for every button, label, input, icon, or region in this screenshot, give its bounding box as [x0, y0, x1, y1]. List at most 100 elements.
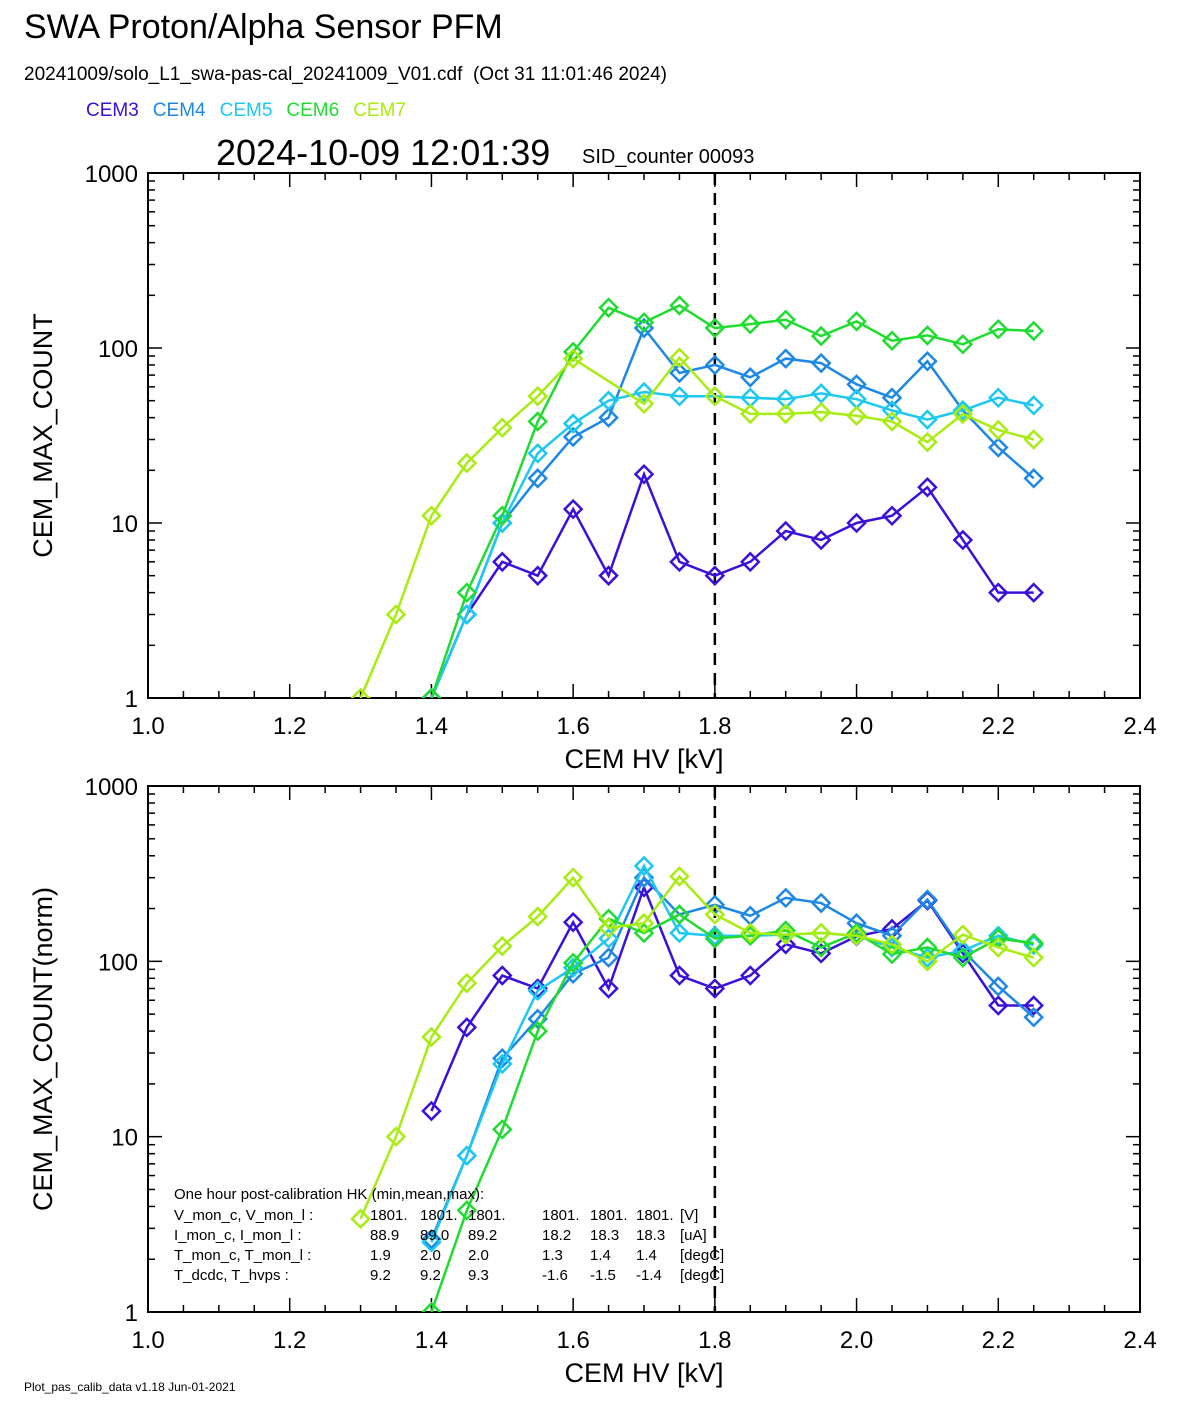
data-point — [562, 413, 584, 434]
data-point — [917, 477, 938, 498]
data-point — [350, 687, 371, 698]
hk-unit: [degC] — [680, 1247, 724, 1264]
data-point — [492, 417, 513, 439]
y-tick-label: 10 — [111, 1125, 138, 1152]
data-point — [810, 922, 832, 944]
data-point — [917, 431, 938, 453]
data-point — [633, 855, 655, 877]
data-point — [704, 385, 726, 407]
data-point — [562, 952, 584, 974]
hk-value: 2.0 — [468, 1247, 489, 1264]
data-point — [775, 403, 796, 425]
data-point — [1023, 1006, 1044, 1028]
x-tick-label: 2.0 — [840, 713, 873, 740]
hk-value: 89.2 — [468, 1227, 497, 1244]
data-point — [952, 529, 974, 551]
data-point — [598, 297, 619, 318]
data-point — [633, 393, 655, 415]
hk-value: 1801. — [590, 1207, 628, 1224]
x-tick-label: 1.0 — [131, 713, 164, 740]
data-point — [669, 385, 690, 407]
data-point — [562, 426, 584, 448]
x-axis-label: CEM HV [kV] — [564, 1358, 723, 1388]
hk-value: 88.9 — [370, 1227, 399, 1244]
hk-value: 2.0 — [420, 1247, 441, 1264]
data-point — [740, 922, 761, 944]
data-point — [492, 965, 513, 986]
data-point — [527, 565, 548, 586]
data-point — [917, 937, 938, 958]
series-line — [430, 390, 1034, 698]
data-point — [421, 1301, 442, 1312]
data-point — [492, 551, 513, 573]
x-tick-label: 2.4 — [1123, 1327, 1156, 1354]
data-point — [633, 312, 655, 333]
x-tick-label: 1.2 — [273, 713, 306, 740]
data-point — [562, 498, 584, 520]
x-tick-label: 1.4 — [415, 1327, 448, 1354]
series-cem5 — [421, 855, 1044, 1253]
data-point — [881, 330, 903, 352]
data-point — [669, 965, 690, 986]
data-point — [917, 350, 938, 372]
data-point — [952, 940, 974, 961]
data-point — [669, 551, 690, 573]
data-point — [562, 867, 584, 888]
series-line — [430, 913, 1034, 1312]
data-point — [669, 295, 690, 316]
y-axis-label: CEM_MAX_COUNT — [28, 313, 58, 558]
data-point — [881, 400, 903, 421]
data-point — [456, 972, 478, 994]
hk-row-label: I_mon_c, I_mon_l : — [174, 1227, 302, 1244]
legend-entry-cem5: CEM5 — [219, 100, 273, 121]
x-tick-label: 2.4 — [1123, 713, 1156, 740]
hk-value: 1.4 — [590, 1247, 611, 1264]
data-point — [775, 924, 796, 945]
data-point — [421, 1026, 442, 1048]
data-point — [527, 443, 548, 464]
data-point — [988, 937, 1009, 958]
data-point — [633, 381, 655, 403]
series-cem4 — [421, 317, 1044, 698]
hk-unit: [uA] — [680, 1227, 707, 1244]
data-point — [421, 687, 442, 698]
sid-counter: SID_counter 00093 — [582, 146, 755, 168]
data-point — [704, 317, 726, 339]
data-point — [704, 904, 726, 925]
data-point — [669, 866, 690, 887]
data-point — [704, 354, 726, 376]
data-point — [988, 582, 1009, 603]
data-point — [775, 887, 796, 909]
series-line — [430, 304, 1034, 698]
data-point — [775, 348, 796, 369]
y-tick-label: 100 — [98, 949, 138, 976]
data-point — [881, 937, 903, 958]
x-axis-label: CEM HV [kV] — [564, 744, 723, 774]
data-point — [704, 925, 726, 946]
data-point — [988, 387, 1009, 408]
series-cem7 — [350, 866, 1044, 1230]
data-point — [456, 1145, 478, 1166]
data-point — [421, 1231, 442, 1253]
data-point — [881, 387, 903, 408]
data-point — [740, 551, 761, 573]
series-line — [430, 325, 1035, 698]
data-point — [740, 367, 761, 388]
data-point — [598, 917, 619, 939]
hk-row-label: V_mon_c, V_mon_l : — [174, 1207, 313, 1224]
plot-panel-2: 1.0 1.2 1.4 1.6 1.8 2.0 2.2 2.4 1 10 100 1000 CEM HV… — [28, 774, 1157, 1388]
plot-title: SWA Proton/Alpha Sensor PFM — [24, 8, 503, 46]
data-point — [740, 313, 761, 335]
data-point — [952, 334, 974, 355]
version-footer: Plot_pas_calib_data v1.18 Jun-01-2021 — [24, 1380, 236, 1394]
data-point — [527, 385, 548, 407]
data-point — [669, 904, 690, 925]
data-point — [952, 403, 974, 425]
legend: CEM3 CEM4 CEM5 CEM6 CEM7 — [86, 100, 420, 122]
y-tick-label: 1000 — [85, 161, 138, 188]
hk-value: 1801. — [636, 1207, 674, 1224]
data-point — [775, 920, 796, 941]
data-point — [810, 325, 832, 347]
data-point — [562, 912, 584, 933]
